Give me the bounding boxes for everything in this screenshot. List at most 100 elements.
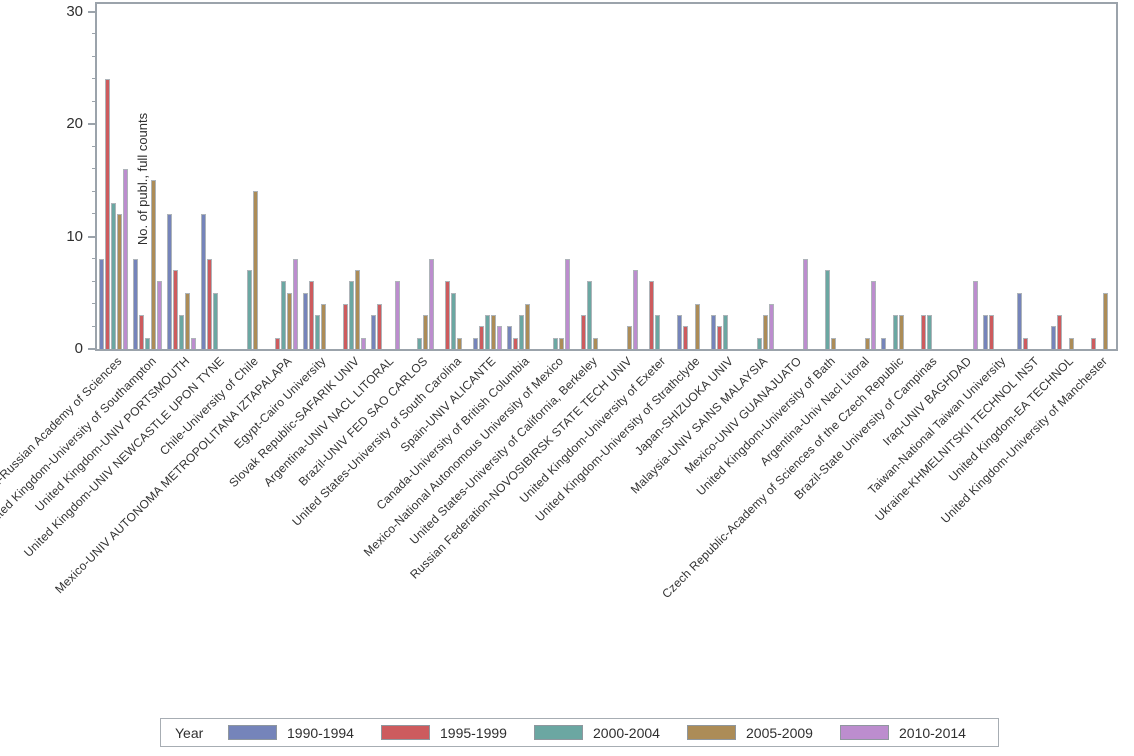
bar-group	[267, 4, 301, 349]
bar	[309, 281, 315, 349]
bar	[513, 338, 519, 349]
bar	[99, 259, 105, 349]
bar	[485, 315, 491, 349]
y-tick-minor	[92, 190, 97, 192]
bar	[507, 326, 513, 349]
bars-container	[97, 4, 1116, 349]
y-tick-minor	[92, 325, 97, 327]
bar	[1102, 293, 1108, 349]
bar	[497, 326, 503, 349]
x-axis-labels: Russian Federation-Russian Academy of Sc…	[0, 351, 1114, 671]
bar	[1056, 315, 1062, 349]
bar	[105, 79, 111, 349]
bar	[343, 304, 349, 349]
bar	[864, 338, 870, 349]
bar-group	[165, 4, 199, 349]
bar	[676, 315, 682, 349]
legend-label: 1995-1999	[440, 724, 507, 741]
legend-entry: 2005-2009	[687, 725, 840, 741]
bar	[371, 315, 377, 349]
bar	[982, 315, 988, 349]
bar	[133, 259, 139, 349]
y-tick-major	[88, 123, 97, 125]
legend: Year 1990-1994 1995-1999 2000-2004 2005-200…	[160, 718, 999, 747]
legend-entry: 2000-2004	[534, 725, 687, 741]
bar	[988, 315, 994, 349]
legend-swatch	[228, 725, 277, 740]
legend-label: 2000-2004	[593, 724, 660, 741]
bar	[525, 304, 531, 349]
bar	[898, 315, 904, 349]
bar	[139, 315, 145, 349]
bar	[281, 281, 287, 349]
bar	[191, 338, 197, 349]
legend-entry: 1995-1999	[381, 725, 534, 741]
bar-group	[539, 4, 573, 349]
bar	[802, 259, 808, 349]
y-tick-major	[88, 235, 97, 238]
bar	[247, 270, 253, 349]
y-tick-minor	[92, 78, 97, 79]
bar	[207, 259, 213, 349]
bar	[830, 338, 836, 349]
bar-group	[674, 4, 708, 349]
bar	[185, 293, 191, 349]
bar	[395, 281, 401, 349]
bar	[303, 293, 309, 349]
bar-group	[844, 4, 878, 349]
bar	[201, 214, 207, 349]
bar	[593, 338, 599, 349]
bar-group	[369, 4, 403, 349]
y-tick-minor	[92, 303, 97, 304]
bar	[1090, 338, 1096, 349]
bar-group	[335, 4, 369, 349]
bar	[722, 315, 728, 349]
legend-entries: 1990-1994 1995-1999 2000-2004 2005-2009 2010…	[228, 725, 998, 741]
bar-group	[708, 4, 742, 349]
bar	[123, 169, 129, 349]
bar-group	[641, 4, 675, 349]
bar	[1068, 338, 1074, 349]
bar	[355, 270, 361, 349]
bar	[565, 259, 571, 349]
legend-label: 2005-2009	[746, 724, 813, 741]
bar	[972, 281, 978, 349]
bar	[633, 270, 639, 349]
bar	[870, 281, 876, 349]
bar	[179, 315, 185, 349]
bar-group	[1082, 4, 1116, 349]
bar	[648, 281, 654, 349]
bar	[417, 338, 423, 349]
bar	[768, 304, 774, 349]
bar	[315, 315, 321, 349]
bar	[682, 326, 688, 349]
bar	[926, 315, 932, 349]
bar	[287, 293, 293, 349]
bar	[756, 338, 762, 349]
bar	[824, 270, 830, 349]
bar	[457, 338, 463, 349]
bar	[445, 281, 451, 349]
legend-swatch	[381, 725, 430, 740]
bar	[920, 315, 926, 349]
bar-group	[301, 4, 335, 349]
bar	[157, 281, 163, 349]
bar	[654, 315, 660, 349]
bar	[627, 326, 633, 349]
bar	[321, 304, 327, 349]
bar	[275, 338, 281, 349]
bar-group	[437, 4, 471, 349]
legend-label: 2010-2014	[899, 724, 966, 741]
legend-entry: 1990-1994	[228, 725, 381, 741]
legend-title: Year	[175, 724, 204, 741]
y-tick-minor	[92, 33, 97, 34]
bar	[710, 315, 716, 349]
plot-area: No. of publ., full counts 0 10 20 30	[66, 2, 1118, 356]
bar	[491, 315, 497, 349]
y-tick-minor	[92, 280, 97, 282]
bar-group	[878, 4, 912, 349]
bar-group	[471, 4, 505, 349]
bar	[253, 191, 259, 349]
bar	[361, 338, 367, 349]
